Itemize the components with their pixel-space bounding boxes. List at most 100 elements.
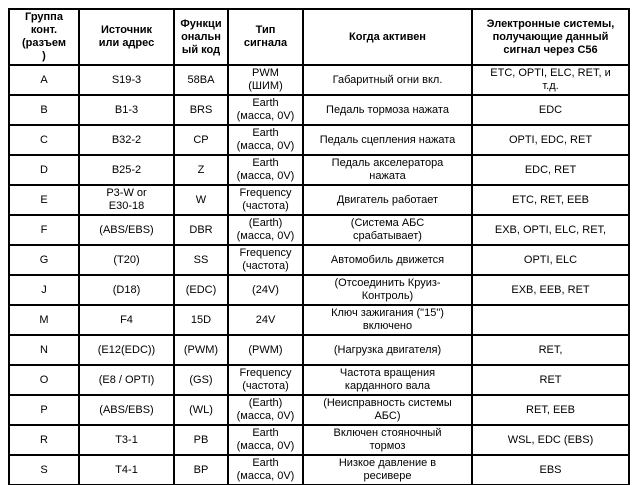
cell-group: S xyxy=(8,454,80,485)
cell-code: BRS xyxy=(173,94,229,126)
table-row: O (E8 / OPTI) (GS) Frequency (частота) Часто… xyxy=(8,364,630,396)
cell-code: BP xyxy=(173,454,229,485)
cell-code: DBR xyxy=(173,214,229,246)
cell-code: (PWM) xyxy=(173,334,229,366)
cell-systems: RET, EEB xyxy=(471,394,630,426)
cell-signal-type: (Earth) (масса, 0V) xyxy=(227,214,304,246)
cell-group: M xyxy=(8,304,80,336)
header-code: Функци ональн ый код xyxy=(173,8,229,66)
cell-source: (E12(EDC)) xyxy=(78,334,175,366)
table-body: A S19-3 58BA PWM (ШИМ) Габаритный огни вкл. E… xyxy=(8,64,630,485)
cell-active-when: (Нагрузка двигателя) xyxy=(302,334,473,366)
table-row: S T4-1 BP Earth (масса, 0V) Низкое давление … xyxy=(8,454,630,485)
cell-source: (E8 / OPTI) xyxy=(78,364,175,396)
cell-active-when: Низкое давление в ресивере xyxy=(302,454,473,485)
table-row: N (E12(EDC)) (PWM) (PWM) (Нагрузка двигателя… xyxy=(8,334,630,366)
cell-source: (D18) xyxy=(78,274,175,306)
header-source: Источник или адрес xyxy=(78,8,175,66)
cell-code: CP xyxy=(173,124,229,156)
cell-signal-type: Earth (масса, 0V) xyxy=(227,454,304,485)
table-row: R T3-1 PB Earth (масса, 0V) Включен стояночн… xyxy=(8,424,630,456)
cell-code: (GS) xyxy=(173,364,229,396)
cell-group: A xyxy=(8,64,80,96)
cell-signal-type: Earth (масса, 0V) xyxy=(227,424,304,456)
cell-source: B25-2 xyxy=(78,154,175,186)
cell-signal-type: Earth (масса, 0V) xyxy=(227,124,304,156)
cell-source: (ABS/EBS) xyxy=(78,214,175,246)
header-systems: Электронные системы, получающие данный с… xyxy=(471,8,630,66)
cell-systems: OPTI, ELC xyxy=(471,244,630,276)
header-group: Группа конт.(разъем ) xyxy=(8,8,80,66)
header-signal-type: Тип сигнала xyxy=(227,8,304,66)
cell-signal-type: (Earth) (масса, 0V) xyxy=(227,394,304,426)
cell-source: T3-1 xyxy=(78,424,175,456)
cell-active-when: Двигатель работает xyxy=(302,184,473,216)
cell-source: (T20) xyxy=(78,244,175,276)
cell-active-when: Педаль сцепления нажата xyxy=(302,124,473,156)
cell-source: F4 xyxy=(78,304,175,336)
cell-active-when: Педаль акселератора нажата xyxy=(302,154,473,186)
table-row: P (ABS/EBS) (WL) (Earth) (масса, 0V) (Неиспр… xyxy=(8,394,630,426)
cell-group: F xyxy=(8,214,80,246)
cell-systems: ETC, OPTI, ELC, RET, и т.д. xyxy=(471,64,630,96)
table-row: F (ABS/EBS) DBR (Earth) (масса, 0V) (Система… xyxy=(8,214,630,246)
table-header: Группа конт.(разъем ) Источник или адрес… xyxy=(8,8,630,66)
header-row: Группа конт.(разъем ) Источник или адрес… xyxy=(8,8,630,66)
cell-group: P xyxy=(8,394,80,426)
cell-code: Z xyxy=(173,154,229,186)
cell-group: B xyxy=(8,94,80,126)
cell-active-when: Автомобиль движется xyxy=(302,244,473,276)
cell-group: R xyxy=(8,424,80,456)
cell-systems: EDC xyxy=(471,94,630,126)
table-row: D B25-2 Z Earth (масса, 0V) Педаль акселерат… xyxy=(8,154,630,186)
cell-signal-type: Frequency (частота) xyxy=(227,184,304,216)
cell-group: G xyxy=(8,244,80,276)
cell-source: S19-3 xyxy=(78,64,175,96)
table-row: A S19-3 58BA PWM (ШИМ) Габаритный огни вкл. E… xyxy=(8,64,630,96)
cell-signal-type: Frequency (частота) xyxy=(227,364,304,396)
cell-active-when: (Отсоединить Круиз- Контроль) xyxy=(302,274,473,306)
cell-group: O xyxy=(8,364,80,396)
cell-systems: EDC, RET xyxy=(471,154,630,186)
cell-code: (WL) xyxy=(173,394,229,426)
table-row: B B1-3 BRS Earth (масса, 0V) Педаль тормоза … xyxy=(8,94,630,126)
cell-source: (ABS/EBS) xyxy=(78,394,175,426)
cell-code: (EDC) xyxy=(173,274,229,306)
cell-signal-type: Earth (масса, 0V) xyxy=(227,154,304,186)
cell-signal-type: Frequency (частота) xyxy=(227,244,304,276)
cell-code: SS xyxy=(173,244,229,276)
cell-group: J xyxy=(8,274,80,306)
cell-signal-type: PWM (ШИМ) xyxy=(227,64,304,96)
cell-source: B32-2 xyxy=(78,124,175,156)
cell-group: E xyxy=(8,184,80,216)
cell-active-when: Ключ зажигания ("15") включено xyxy=(302,304,473,336)
cell-group: N xyxy=(8,334,80,366)
cell-systems xyxy=(471,304,630,336)
cell-systems: EXB, EEB, RET xyxy=(471,274,630,306)
cell-group: D xyxy=(8,154,80,186)
cell-systems: EBS xyxy=(471,454,630,485)
cell-code: PB xyxy=(173,424,229,456)
cell-systems: RET, xyxy=(471,334,630,366)
cell-code: W xyxy=(173,184,229,216)
cell-systems: WSL, EDC (EBS) xyxy=(471,424,630,456)
cell-systems: ETC, RET, EEB xyxy=(471,184,630,216)
table-row: M F4 15D 24V Ключ зажигания ("15") включено xyxy=(8,304,630,336)
table-row: J (D18) (EDC) (24V) (Отсоединить Круиз- Конт… xyxy=(8,274,630,306)
cell-signal-type: (24V) xyxy=(227,274,304,306)
cell-code: 58BA xyxy=(173,64,229,96)
cell-active-when: (Неисправность системы АБС) xyxy=(302,394,473,426)
cell-code: 15D xyxy=(173,304,229,336)
cell-active-when: Педаль тормоза нажата xyxy=(302,94,473,126)
cell-active-when: Габаритный огни вкл. xyxy=(302,64,473,96)
table-row: E P3-W or E30-18 W Frequency (частота) Двига… xyxy=(8,184,630,216)
cell-signal-type: Earth (масса, 0V) xyxy=(227,94,304,126)
cell-signal-type: 24V xyxy=(227,304,304,336)
table-row: G (T20) SS Frequency (частота) Автомобиль дв… xyxy=(8,244,630,276)
cell-active-when: (Система АБС срабатывает) xyxy=(302,214,473,246)
cell-signal-type: (PWM) xyxy=(227,334,304,366)
cell-group: C xyxy=(8,124,80,156)
cell-systems: EXB, OPTI, ELC, RET, xyxy=(471,214,630,246)
cell-systems: OPTI, EDC, RET xyxy=(471,124,630,156)
